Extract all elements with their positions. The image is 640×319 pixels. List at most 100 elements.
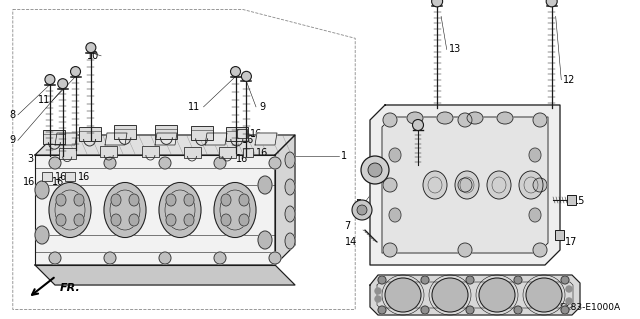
Circle shape — [383, 243, 397, 257]
Polygon shape — [255, 133, 277, 145]
Text: 16: 16 — [256, 148, 269, 158]
Circle shape — [458, 113, 472, 127]
Bar — [59, 148, 76, 159]
Text: 1: 1 — [341, 151, 348, 161]
Ellipse shape — [285, 206, 295, 222]
Ellipse shape — [184, 194, 194, 206]
Circle shape — [533, 178, 547, 192]
Text: 16: 16 — [51, 177, 64, 187]
Text: 11: 11 — [188, 102, 200, 112]
Ellipse shape — [385, 278, 421, 312]
Ellipse shape — [56, 214, 66, 226]
Circle shape — [375, 296, 381, 302]
Text: 16: 16 — [22, 177, 35, 187]
Ellipse shape — [159, 182, 201, 238]
Bar — [184, 147, 200, 158]
Text: 14: 14 — [345, 237, 357, 248]
Ellipse shape — [479, 278, 515, 312]
Ellipse shape — [529, 208, 541, 222]
Ellipse shape — [423, 171, 447, 199]
Circle shape — [104, 252, 116, 264]
Circle shape — [269, 252, 281, 264]
Circle shape — [269, 157, 281, 169]
Text: 4: 4 — [412, 115, 418, 126]
Circle shape — [561, 276, 569, 284]
Polygon shape — [155, 133, 177, 145]
Circle shape — [566, 286, 572, 292]
Circle shape — [533, 243, 547, 257]
Ellipse shape — [111, 194, 121, 206]
Ellipse shape — [49, 182, 91, 238]
Text: 16: 16 — [250, 129, 262, 139]
Circle shape — [86, 43, 96, 53]
Polygon shape — [382, 117, 548, 253]
Ellipse shape — [221, 214, 231, 226]
Bar — [79, 127, 100, 141]
Circle shape — [431, 0, 443, 7]
Ellipse shape — [239, 194, 249, 206]
Polygon shape — [105, 133, 127, 145]
Ellipse shape — [166, 194, 176, 206]
Bar — [219, 147, 236, 158]
Text: SK83-E1000A: SK83-E1000A — [559, 303, 620, 312]
Bar — [567, 195, 576, 205]
Ellipse shape — [129, 214, 139, 226]
Ellipse shape — [258, 231, 272, 249]
Circle shape — [49, 252, 61, 264]
Circle shape — [230, 67, 241, 77]
Circle shape — [533, 113, 547, 127]
Circle shape — [421, 306, 429, 314]
Circle shape — [357, 205, 367, 215]
Ellipse shape — [529, 148, 541, 162]
Text: 9: 9 — [10, 135, 16, 145]
Bar — [156, 125, 177, 139]
Ellipse shape — [111, 214, 121, 226]
Ellipse shape — [239, 214, 249, 226]
Text: 10: 10 — [87, 51, 99, 61]
Ellipse shape — [74, 194, 84, 206]
Circle shape — [378, 276, 386, 284]
Bar — [42, 172, 52, 181]
Text: 13: 13 — [449, 44, 461, 55]
Bar — [555, 230, 564, 240]
Ellipse shape — [214, 182, 256, 238]
Bar — [191, 126, 212, 140]
Ellipse shape — [166, 214, 176, 226]
Text: 2: 2 — [108, 158, 114, 168]
Circle shape — [466, 276, 474, 284]
Circle shape — [458, 178, 472, 192]
Polygon shape — [370, 105, 560, 265]
Circle shape — [361, 156, 389, 184]
Text: 5: 5 — [355, 199, 362, 209]
Ellipse shape — [389, 208, 401, 222]
Circle shape — [514, 306, 522, 314]
Circle shape — [458, 243, 472, 257]
Bar — [243, 148, 253, 157]
Ellipse shape — [389, 148, 401, 162]
Bar — [100, 146, 117, 157]
Ellipse shape — [285, 152, 295, 168]
Circle shape — [58, 79, 68, 89]
Text: 3: 3 — [27, 154, 33, 165]
Ellipse shape — [285, 179, 295, 195]
Ellipse shape — [497, 112, 513, 124]
Circle shape — [49, 157, 61, 169]
Text: 6: 6 — [389, 285, 396, 295]
Text: 17: 17 — [564, 237, 577, 248]
Ellipse shape — [526, 278, 562, 312]
Ellipse shape — [74, 214, 84, 226]
Text: FR.: FR. — [60, 283, 81, 293]
Ellipse shape — [221, 194, 231, 206]
Text: 12: 12 — [563, 75, 575, 85]
Circle shape — [561, 306, 569, 314]
Circle shape — [378, 306, 386, 314]
Circle shape — [45, 75, 55, 85]
Text: 16: 16 — [79, 172, 91, 182]
Ellipse shape — [487, 171, 511, 199]
Ellipse shape — [258, 176, 272, 194]
Circle shape — [70, 67, 81, 77]
Text: 15: 15 — [573, 196, 585, 206]
Ellipse shape — [184, 214, 194, 226]
Bar — [142, 146, 159, 157]
Ellipse shape — [104, 182, 146, 238]
